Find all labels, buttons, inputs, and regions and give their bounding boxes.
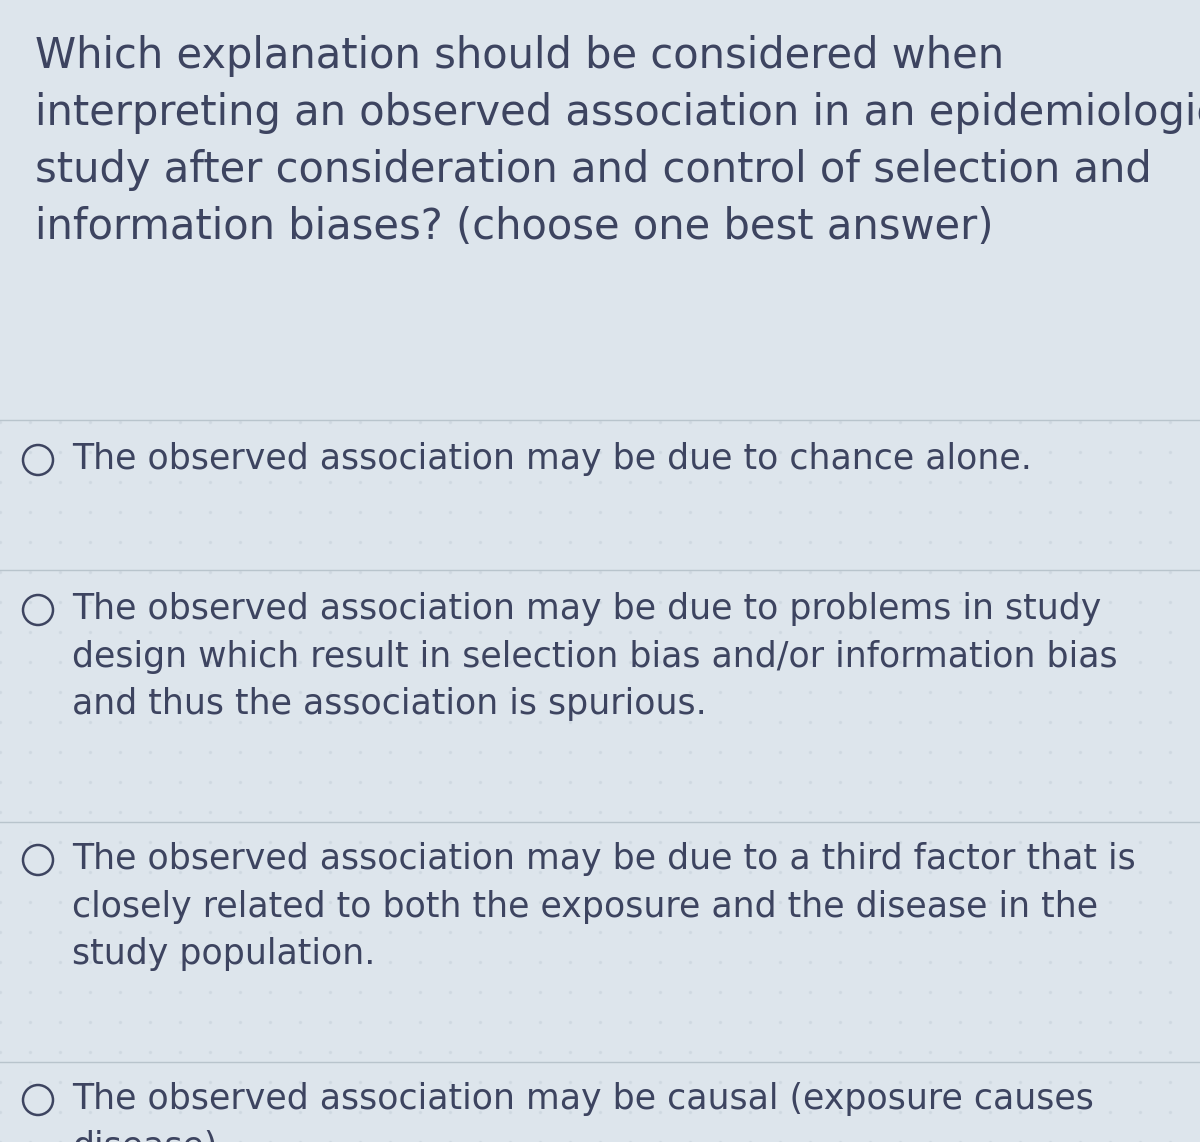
FancyBboxPatch shape xyxy=(0,0,1200,420)
Text: The observed association may be due to a third factor that is
closely related to: The observed association may be due to a… xyxy=(72,842,1135,971)
Text: The observed association may be causal (exposure causes
disease).: The observed association may be causal (… xyxy=(72,1081,1094,1142)
Text: Which explanation should be considered when
interpreting an observed association: Which explanation should be considered w… xyxy=(35,35,1200,248)
Text: The observed association may be due to problems in study
design which result in : The observed association may be due to p… xyxy=(72,592,1117,721)
Text: The observed association may be due to chance alone.: The observed association may be due to c… xyxy=(72,442,1032,476)
